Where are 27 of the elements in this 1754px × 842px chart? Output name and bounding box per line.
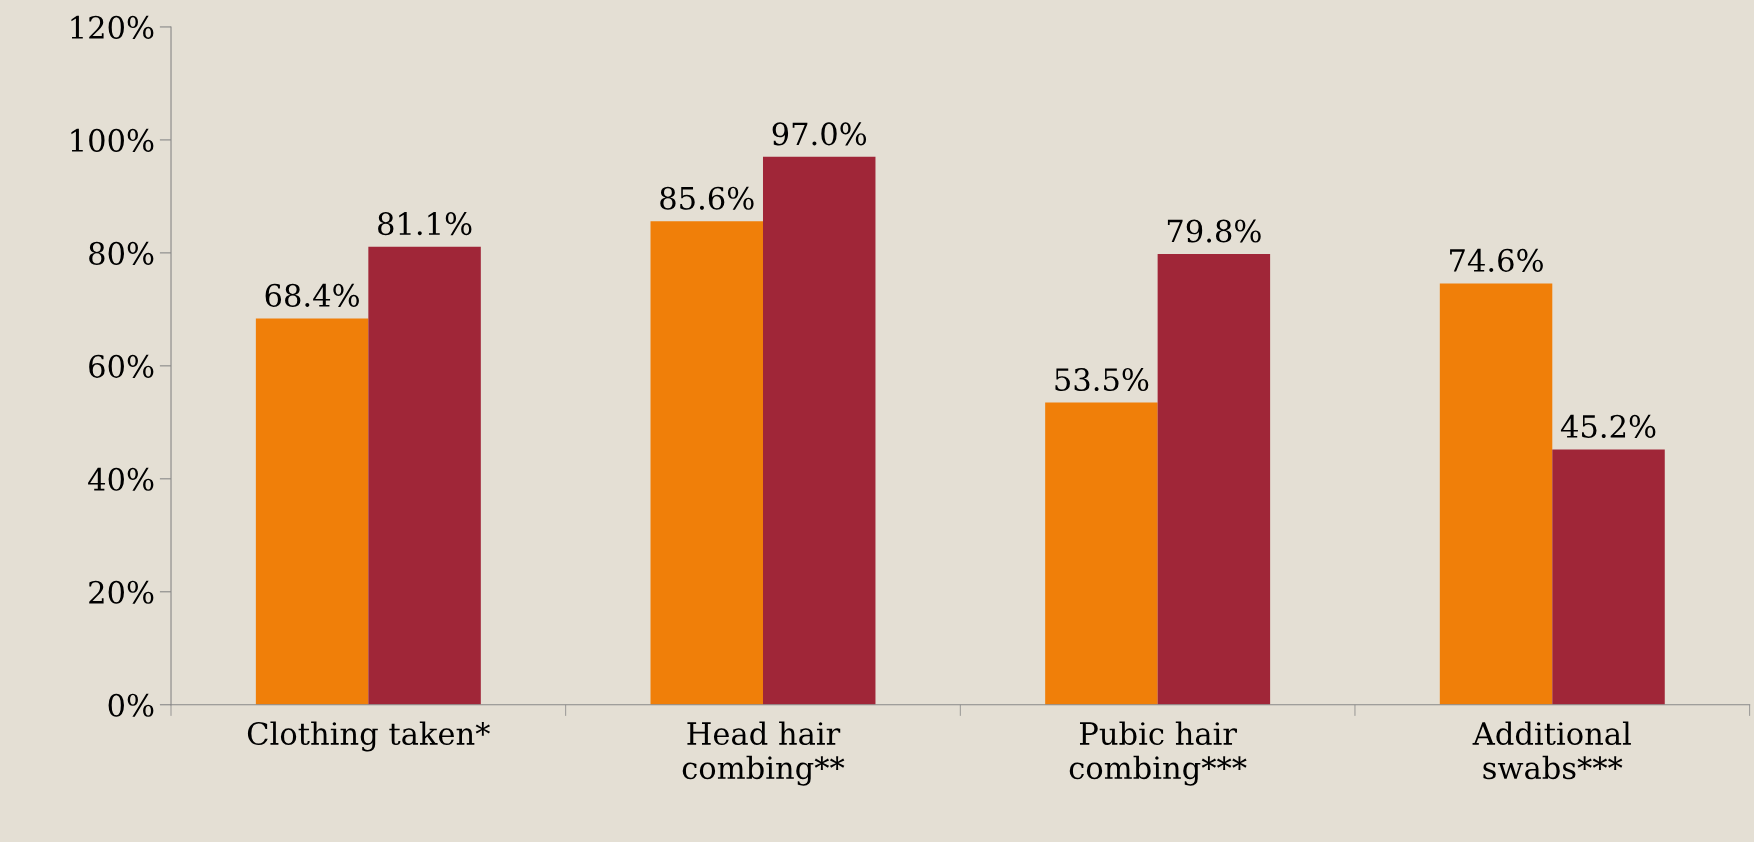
bar (1157, 254, 1271, 705)
data-label: 68.4% (265, 283, 359, 307)
y-tick-label: 80% (89, 241, 154, 265)
y-tick-label: 40% (88, 467, 154, 491)
data-label: 53.5% (1055, 367, 1149, 392)
data-label: 74.6% (1450, 248, 1543, 272)
bar (1439, 283, 1553, 705)
bar (368, 246, 481, 705)
y-tick-label: 60% (89, 354, 154, 378)
data-label: 85.6% (660, 186, 754, 210)
bar (762, 156, 876, 705)
data-label: 79.8% (1167, 219, 1261, 243)
y-tick-label: 100% (71, 128, 154, 152)
data-label: 45.2% (1560, 414, 1656, 438)
bar (1045, 402, 1158, 705)
bar (255, 318, 369, 705)
x-tick-label: Additional swabs*** (1472, 721, 1631, 780)
y-tick-label: 0% (108, 693, 154, 717)
x-tick-label: Clothing taken* (247, 721, 490, 752)
bar (650, 221, 763, 705)
x-tick-label: Head hair combing** (682, 721, 845, 786)
data-label: 81.1% (378, 212, 472, 236)
data-label: 97.0% (772, 122, 867, 146)
bar (1552, 449, 1665, 705)
x-tick-label: Pubic hair combing*** (1069, 721, 1247, 786)
y-tick-label: 20% (89, 580, 154, 604)
y-tick-label: 120% (71, 15, 154, 39)
